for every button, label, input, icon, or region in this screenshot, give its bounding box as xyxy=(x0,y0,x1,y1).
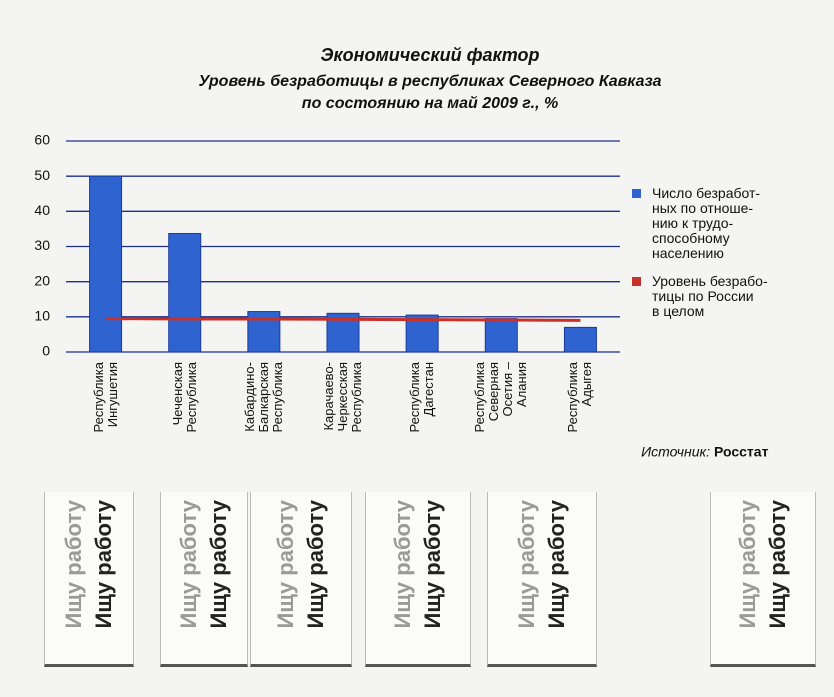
tab-label: Ищу работу xyxy=(390,500,415,629)
legend-label: Уровень безрабо- тицы по России в целом xyxy=(652,273,768,319)
x-tick-label: Республика Дагестан xyxy=(407,362,437,433)
tear-off-tab: Ищу работу Ищу работу xyxy=(44,492,134,667)
bar xyxy=(168,232,202,353)
bar xyxy=(89,175,123,353)
tear-off-tab: Ищу работу Ищу работу xyxy=(487,492,597,667)
y-tick-label: 40 xyxy=(34,202,50,218)
tear-off-tab: Ищу работу Ищу работу xyxy=(160,492,248,667)
y-tick-label: 30 xyxy=(34,237,50,253)
tear-off-tab: Ищу работу Ищу работу xyxy=(365,492,471,667)
tab-label: Ищу работу xyxy=(544,500,569,629)
chart-subtitle: по состоянию на май 2009 г., % xyxy=(302,95,558,112)
tear-off-tab: Ищу работу Ищу работу xyxy=(250,492,352,667)
tab-text: Ищу работу Ищу работу xyxy=(174,500,234,628)
x-tick-label: Республика Адыгея xyxy=(565,362,595,433)
y-tick-label: 20 xyxy=(34,272,50,288)
tab-label: Ищу работу xyxy=(206,500,231,629)
tab-label: Ищу работу xyxy=(273,500,298,629)
tab-text: Ищу работу Ищу работу xyxy=(271,500,331,628)
x-tick-label: Республика Северная Осетия – Алания xyxy=(472,362,530,433)
chart-subtitle: Уровень безработицы в республиках Северн… xyxy=(198,73,661,90)
x-tick-label: Карачаево- Черкесская Республика xyxy=(321,362,364,433)
legend-swatch xyxy=(632,277,641,286)
tab-text: Ищу работу Ищу работу xyxy=(59,500,119,628)
chart-title: Экономический фактор xyxy=(321,45,540,65)
y-tick-label: 0 xyxy=(42,343,50,359)
source-label: Источник: xyxy=(641,444,710,460)
tab-label: Ищу работу xyxy=(765,500,790,629)
bar xyxy=(484,318,518,353)
source-value: Росстат xyxy=(714,444,769,460)
line xyxy=(105,317,581,322)
tear-off-tab: Ищу работу Ищу работу xyxy=(710,492,816,667)
tab-text: Ищу работу Ищу работу xyxy=(733,500,793,628)
y-tick-label: 60 xyxy=(34,132,50,148)
tab-label: Ищу работу xyxy=(176,500,201,629)
legend-label: Число безработ- ных по отноше- нию к тру… xyxy=(652,185,761,261)
y-tick-label: 10 xyxy=(34,308,50,324)
tab-label: Ищу работу xyxy=(735,500,760,629)
tab-label: Ищу работу xyxy=(91,500,116,629)
tab-label: Ищу работу xyxy=(514,500,539,629)
x-tick-label: Кабардино- Балкарская Республика xyxy=(241,362,285,433)
tab-text: Ищу работу Ищу работу xyxy=(512,500,572,628)
bar xyxy=(563,326,597,353)
tab-label: Ищу работу xyxy=(61,500,86,629)
tab-label: Ищу работу xyxy=(420,500,445,629)
tab-text: Ищу работу Ищу работу xyxy=(388,500,448,628)
bar xyxy=(405,314,439,353)
x-tick-label: Чеченская Республика xyxy=(169,362,199,433)
y-tick-label: 50 xyxy=(34,167,50,183)
legend-swatch xyxy=(632,189,641,198)
x-tick-label: Республика Ингушетия xyxy=(90,362,120,433)
tab-label: Ищу работу xyxy=(303,500,328,629)
